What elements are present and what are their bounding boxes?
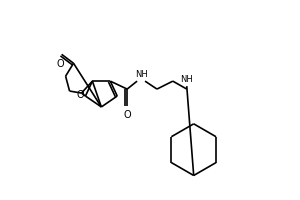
Text: O: O [123,110,131,120]
Text: NH: NH [180,75,193,84]
Text: O: O [76,90,84,100]
Text: NH: NH [135,70,147,79]
Text: O: O [57,59,64,69]
